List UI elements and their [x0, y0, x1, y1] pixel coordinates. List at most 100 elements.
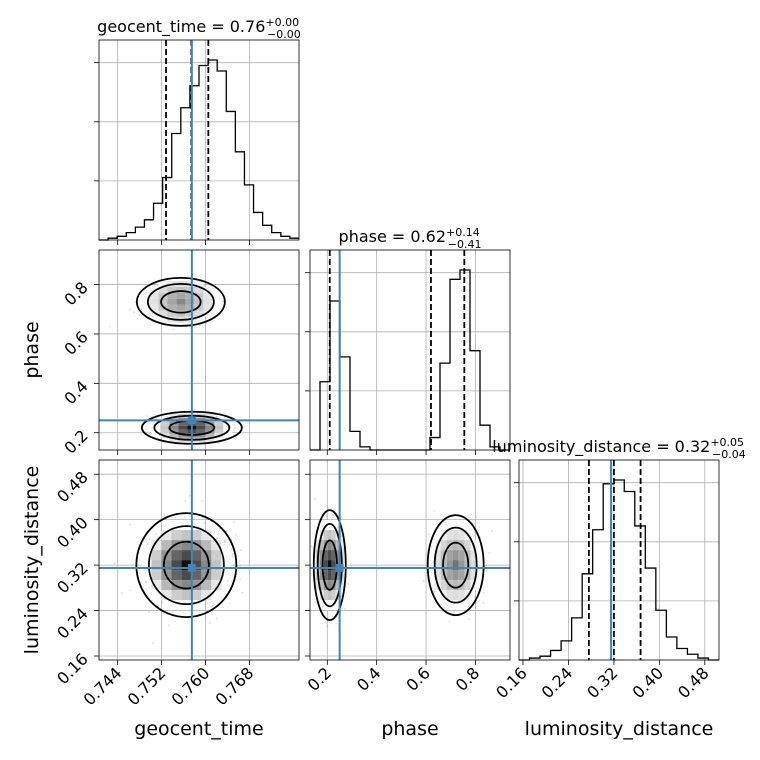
density-cell [149, 298, 159, 305]
sample-point [221, 541, 224, 544]
sample-point [208, 622, 211, 624]
density-cell [167, 298, 177, 305]
density-cell [181, 540, 192, 551]
density-cell [319, 550, 324, 561]
density-cell [464, 540, 471, 551]
sample-point [337, 526, 339, 529]
density-cell [167, 286, 177, 293]
sample-point [239, 565, 241, 567]
density-cell [176, 292, 186, 299]
sample-point [203, 284, 206, 287]
sample-point [224, 541, 227, 544]
density-cell [191, 530, 202, 541]
title-lower-error: −0.41 [448, 238, 482, 251]
density-cell [221, 570, 232, 581]
y-tick-label: 0.8 [60, 278, 91, 309]
x-tick-label: 0.760 [168, 663, 214, 709]
x-tick-label: 0.744 [80, 663, 126, 709]
density-cell [169, 413, 179, 418]
sample-point [331, 513, 334, 516]
density-cell [151, 425, 161, 430]
sample-point [231, 580, 233, 583]
title-lower-error: −0.00 [267, 28, 301, 41]
sample-point [215, 537, 218, 539]
density-cell [331, 590, 336, 601]
density-cell [194, 310, 204, 317]
density-cell [191, 550, 202, 561]
density-cell [428, 560, 435, 571]
density-cell [201, 580, 212, 591]
sample-point [240, 549, 242, 552]
density-cell [194, 316, 204, 323]
sample-point [205, 616, 207, 619]
contour-line [426, 514, 485, 617]
density-cell [446, 590, 453, 601]
sample-point [433, 509, 436, 512]
sample-point [239, 578, 241, 581]
density-cell [141, 550, 152, 561]
density-cell [476, 560, 483, 571]
density-cell [158, 286, 168, 293]
x-tick-label: 0.768 [212, 663, 258, 709]
density-cell [331, 550, 336, 561]
density-cell [335, 570, 340, 581]
density-cell [191, 600, 202, 611]
density-cell [176, 298, 186, 305]
sample-point [433, 538, 436, 541]
sample-point [222, 300, 224, 303]
contour-line [135, 276, 226, 327]
density-cell [171, 590, 182, 601]
density-cell [335, 580, 340, 591]
density-cell [327, 570, 332, 581]
density-cell [158, 304, 168, 311]
density-cell [158, 292, 168, 299]
density-cell [214, 421, 224, 426]
density-cell [452, 560, 459, 571]
sample-point [478, 525, 481, 528]
y-tick-label: 0.32 [53, 559, 92, 598]
title-upper-error: +0.00 [265, 16, 299, 29]
density-cell [171, 560, 182, 571]
panel-phase-vs-luminosity_distance: 0.2 0.4 0.6 0.8 [304, 459, 511, 695]
density-cell [191, 540, 202, 551]
density-cell [327, 540, 332, 551]
density-cell [470, 560, 477, 571]
sample-point [467, 605, 470, 608]
density-cell [185, 310, 195, 317]
contour-line [433, 526, 478, 604]
x-tick-label: 0.8 [452, 663, 483, 694]
y-tick-label: 0.2 [60, 426, 91, 457]
density-cell [194, 298, 204, 305]
panel-title: phase = 0.62+0.14 −0.41 [339, 226, 482, 251]
density-cell [458, 560, 465, 571]
sample-point [155, 533, 157, 535]
density-cell [452, 580, 459, 591]
density-cell [458, 520, 465, 531]
sample-point [189, 495, 191, 497]
density-cell [160, 421, 170, 426]
density-cell [327, 560, 332, 571]
hist-panel-luminosity_distance: 0.16 0.24 0.32 0.40 0.48 luminosity_distance … [492, 436, 746, 702]
sample-point [474, 602, 477, 605]
hist-panel-phase: phase = 0.62+0.14 −0.41 [305, 226, 511, 455]
density-cell [181, 530, 192, 541]
sample-point [433, 590, 436, 593]
histogram-geocent_time [99, 59, 299, 241]
x-tick-label: 0.4 [353, 663, 384, 694]
density-cell [196, 425, 206, 430]
panel-frame [98, 249, 300, 451]
panel-frame [309, 459, 511, 661]
density-cell [446, 530, 453, 541]
sample-point [216, 416, 218, 418]
x-tick-label: 0.6 [402, 663, 433, 694]
sample-point [326, 518, 328, 521]
sample-point [442, 515, 444, 518]
density-cell [458, 600, 465, 611]
density-cell [160, 429, 170, 434]
sample-point [109, 325, 112, 328]
density-cell [167, 310, 177, 317]
title-upper-error: +0.14 [446, 226, 480, 239]
panel-geocent_time-vs-phase: 0.2 0.4 0.6 0.8 [60, 249, 300, 458]
density-cell [171, 600, 182, 611]
